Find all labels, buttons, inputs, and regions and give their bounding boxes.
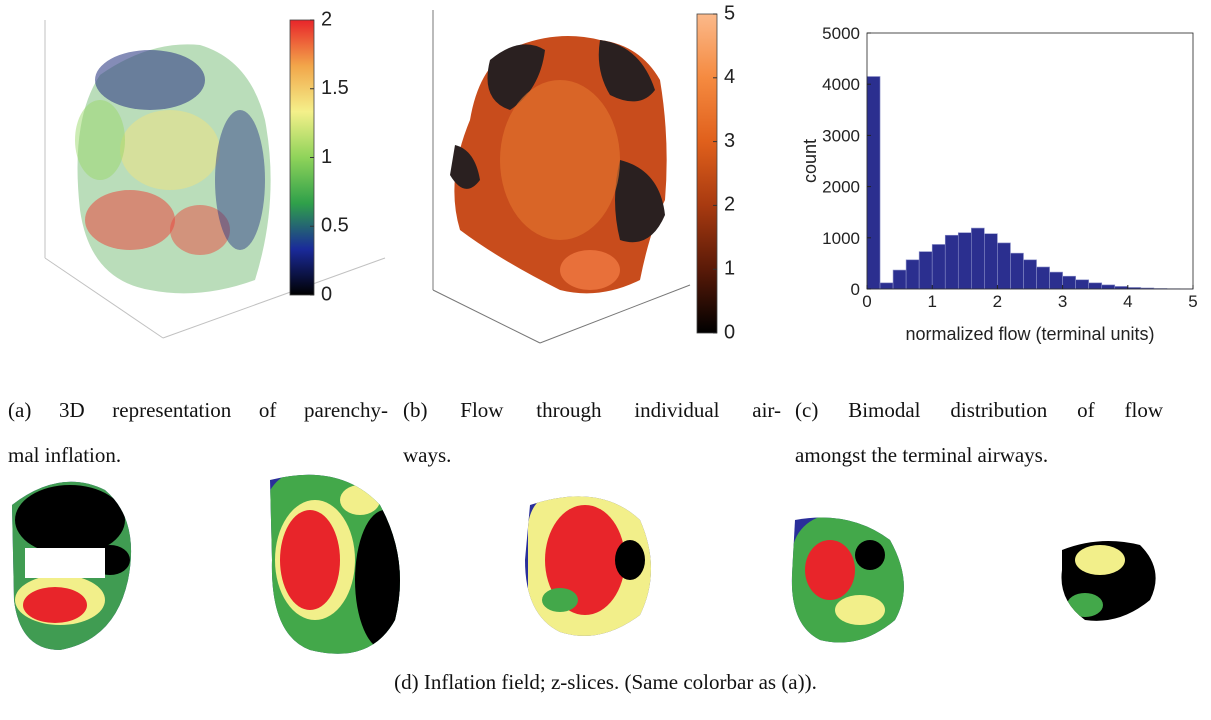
y-tick-label: 5000: [822, 24, 860, 43]
bar: [957, 232, 972, 290]
caption-a: (a) 3D representation of parenchy- mal i…: [8, 388, 388, 478]
caption-line: mal inflation.: [8, 443, 122, 467]
bar: [1010, 252, 1024, 290]
caption-line: (c) Bimodal distribution of flow: [795, 398, 1163, 422]
panel-b-art: [432, 10, 691, 344]
colorbar-tick-label: 2: [724, 194, 735, 216]
caption-c: (c) Bimodal distribution of flow amongst…: [795, 388, 1163, 478]
bar: [971, 227, 985, 290]
x-tick-label: 5: [1188, 292, 1197, 311]
caption-line: ways.: [403, 443, 452, 467]
y-tick-label: 3000: [822, 126, 860, 145]
x-tick-label: 0: [862, 292, 871, 311]
colorbar-tick-label: 0: [321, 283, 332, 305]
colorbar-tick-label: 0.5: [321, 215, 349, 237]
bar: [997, 242, 1011, 290]
colorbar-tick-label: 5: [724, 2, 735, 24]
bar: [918, 251, 933, 290]
colorbar-a-ticks: 0 0.5 1 1.5 2: [310, 8, 349, 305]
bar: [944, 234, 959, 290]
colorbar-tick-label: 1: [321, 146, 332, 168]
colorbar-tick-label: 3: [724, 130, 735, 152]
bar: [905, 259, 920, 290]
colorbar-tick-label: 0: [724, 321, 735, 343]
caption-line: amongst the terminal airways.: [795, 443, 1049, 467]
x-tick-label: 4: [1123, 292, 1132, 311]
bar: [1062, 275, 1076, 290]
y-tick-label: 4000: [822, 75, 860, 94]
bar: [1023, 259, 1037, 290]
caption-d: (d) Inflation field; z-slices. (Same col…: [0, 660, 1211, 705]
colorbar-b-ticks: 0 1 2 3 4 5: [713, 2, 735, 343]
bar: [1075, 279, 1089, 290]
bar: [879, 282, 894, 290]
colorbar-tick-label: 1: [724, 257, 735, 279]
bar: [866, 76, 881, 290]
x-tick-label: 1: [927, 292, 936, 311]
y-tick-label: 2000: [822, 178, 860, 197]
colorbar-b: [696, 13, 718, 334]
axes-box: [866, 32, 1194, 290]
caption-line: (a) 3D representation of parenchy-: [8, 398, 388, 422]
y-tick-label: 0: [851, 280, 860, 299]
bar: [1101, 284, 1116, 290]
x-axis-label: normalized flow (terminal units): [905, 324, 1154, 344]
panel-a-art: [44, 20, 386, 339]
bar: [984, 233, 998, 290]
colorbar-tick-label: 4: [724, 66, 735, 88]
histogram: 0 1 2 3 4 5 0 1000 2000 3000 4000 5000 normalized fl…: [800, 24, 1198, 344]
bar: [931, 244, 946, 290]
bar: [1049, 271, 1063, 290]
colorbar-tick-label: 2: [321, 8, 332, 30]
x-tick-label: 3: [1058, 292, 1067, 311]
caption-line: (b) Flow through individual air-: [403, 398, 781, 422]
caption-b: (b) Flow through individual air- ways.: [403, 388, 781, 478]
y-axis-label: count: [800, 139, 820, 183]
y-tick-label: 1000: [822, 229, 860, 248]
bar: [1088, 282, 1103, 290]
caption-line: (d) Inflation field; z-slices. (Same col…: [394, 670, 817, 694]
bar: [892, 269, 907, 290]
colorbar-tick-label: 1.5: [321, 77, 349, 99]
slices: [12, 474, 1156, 654]
x-tick-label: 2: [993, 292, 1002, 311]
bar: [1036, 266, 1050, 290]
